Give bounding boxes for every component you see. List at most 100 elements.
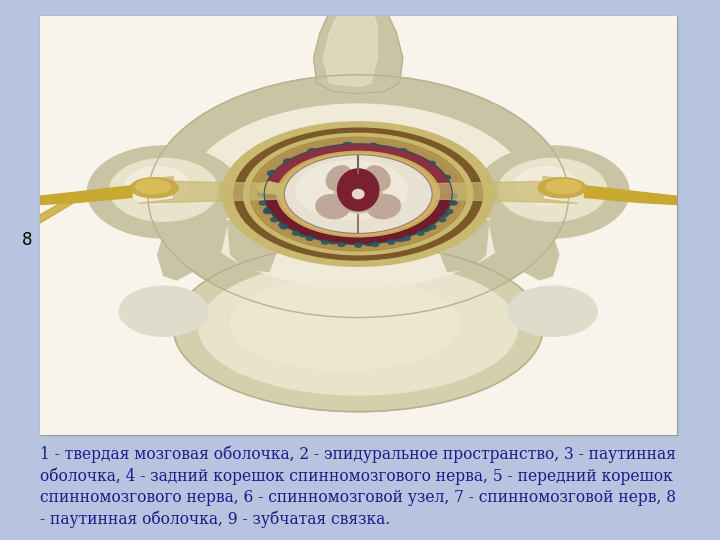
Ellipse shape — [266, 192, 278, 198]
Ellipse shape — [273, 207, 282, 212]
Ellipse shape — [438, 186, 449, 192]
Ellipse shape — [135, 179, 171, 194]
Ellipse shape — [429, 199, 441, 205]
Ellipse shape — [268, 171, 279, 176]
Ellipse shape — [428, 180, 438, 185]
Ellipse shape — [258, 192, 265, 196]
Ellipse shape — [341, 232, 346, 234]
Ellipse shape — [284, 159, 293, 164]
Ellipse shape — [338, 242, 345, 246]
Ellipse shape — [394, 235, 405, 241]
Text: 9: 9 — [85, 176, 95, 194]
Ellipse shape — [380, 230, 391, 235]
Ellipse shape — [360, 146, 371, 152]
Ellipse shape — [446, 200, 455, 205]
Ellipse shape — [199, 261, 518, 395]
Ellipse shape — [450, 201, 457, 205]
Text: 8: 8 — [22, 231, 32, 249]
Ellipse shape — [305, 154, 313, 159]
Ellipse shape — [271, 218, 278, 222]
Polygon shape — [138, 177, 282, 203]
Ellipse shape — [338, 236, 348, 241]
Ellipse shape — [255, 140, 462, 248]
Ellipse shape — [338, 169, 379, 211]
Ellipse shape — [323, 157, 329, 159]
Ellipse shape — [334, 176, 382, 213]
Ellipse shape — [431, 193, 436, 195]
Ellipse shape — [379, 152, 390, 158]
Ellipse shape — [400, 149, 407, 153]
Ellipse shape — [125, 167, 189, 205]
Ellipse shape — [186, 104, 530, 288]
Text: 4: 4 — [542, 174, 552, 193]
Ellipse shape — [296, 160, 408, 219]
Ellipse shape — [271, 179, 281, 184]
Ellipse shape — [476, 146, 629, 238]
Text: 1: 1 — [369, 48, 379, 66]
Ellipse shape — [418, 221, 428, 227]
Ellipse shape — [264, 210, 271, 214]
Ellipse shape — [508, 286, 597, 336]
Ellipse shape — [264, 207, 275, 213]
Ellipse shape — [234, 128, 482, 260]
Polygon shape — [441, 215, 489, 272]
Ellipse shape — [353, 190, 364, 199]
Ellipse shape — [276, 199, 287, 204]
Polygon shape — [585, 186, 677, 205]
Ellipse shape — [325, 152, 336, 158]
Ellipse shape — [323, 230, 332, 234]
Ellipse shape — [446, 210, 453, 214]
Ellipse shape — [264, 144, 452, 244]
Ellipse shape — [286, 178, 291, 181]
Ellipse shape — [333, 148, 342, 153]
Ellipse shape — [120, 286, 209, 336]
Ellipse shape — [434, 206, 445, 212]
Ellipse shape — [443, 176, 450, 179]
Polygon shape — [435, 177, 578, 203]
Ellipse shape — [438, 212, 449, 217]
Ellipse shape — [225, 123, 492, 265]
Ellipse shape — [306, 236, 313, 240]
Text: 3: 3 — [449, 115, 459, 133]
Ellipse shape — [286, 207, 291, 210]
Ellipse shape — [429, 225, 436, 229]
Text: 2: 2 — [409, 83, 419, 101]
Ellipse shape — [323, 228, 329, 232]
Text: 6: 6 — [654, 307, 664, 325]
Text: 1 - твердая мозговая оболочка, 2 - эпидуральное пространство, 3 - паутинная: 1 - твердая мозговая оболочка, 2 - эпиду… — [40, 446, 675, 463]
Polygon shape — [158, 209, 228, 280]
Polygon shape — [40, 186, 132, 205]
Ellipse shape — [279, 222, 291, 228]
Ellipse shape — [302, 160, 312, 165]
Text: спинномозгового нерва, 6 - спинномозговой узел, 7 - спинномозговой нерв, 8: спинномозгового нерва, 6 - спинномозгово… — [40, 489, 675, 505]
Ellipse shape — [130, 178, 178, 198]
Ellipse shape — [284, 170, 296, 177]
Ellipse shape — [420, 226, 431, 231]
Ellipse shape — [372, 242, 379, 246]
Ellipse shape — [539, 178, 586, 198]
Ellipse shape — [379, 155, 384, 158]
Ellipse shape — [283, 165, 294, 170]
Ellipse shape — [546, 179, 581, 194]
Ellipse shape — [403, 236, 410, 240]
Ellipse shape — [343, 143, 353, 147]
Ellipse shape — [367, 194, 400, 219]
Polygon shape — [264, 194, 452, 244]
Ellipse shape — [322, 240, 328, 244]
Ellipse shape — [369, 143, 377, 147]
Ellipse shape — [307, 162, 312, 165]
Ellipse shape — [276, 185, 286, 190]
Ellipse shape — [315, 232, 325, 237]
Ellipse shape — [413, 159, 426, 165]
Ellipse shape — [174, 244, 543, 411]
Ellipse shape — [410, 220, 415, 222]
Ellipse shape — [307, 148, 317, 153]
Ellipse shape — [418, 215, 427, 220]
Ellipse shape — [403, 159, 413, 165]
Ellipse shape — [307, 223, 312, 226]
Ellipse shape — [396, 226, 401, 229]
Text: 5: 5 — [557, 226, 567, 244]
Ellipse shape — [259, 201, 266, 205]
Ellipse shape — [361, 153, 366, 156]
Polygon shape — [314, 0, 402, 93]
